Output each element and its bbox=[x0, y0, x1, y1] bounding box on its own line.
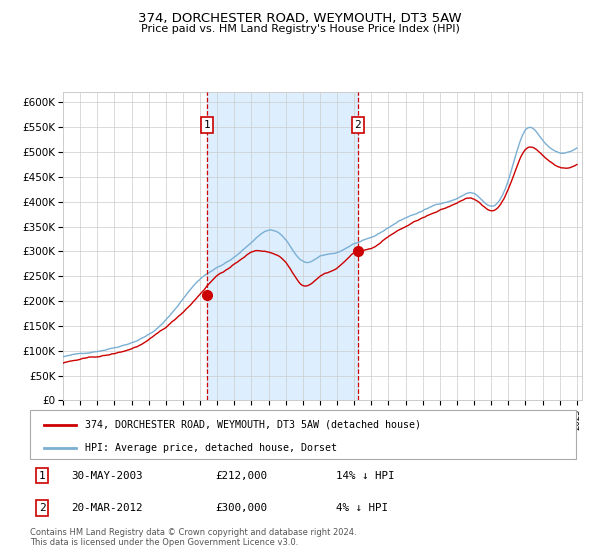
Text: HPI: Average price, detached house, Dorset: HPI: Average price, detached house, Dors… bbox=[85, 444, 337, 454]
Text: Price paid vs. HM Land Registry's House Price Index (HPI): Price paid vs. HM Land Registry's House … bbox=[140, 24, 460, 34]
Text: 374, DORCHESTER ROAD, WEYMOUTH, DT3 5AW: 374, DORCHESTER ROAD, WEYMOUTH, DT3 5AW bbox=[138, 12, 462, 25]
Bar bbox=[207, 92, 358, 400]
Text: Contains HM Land Registry data © Crown copyright and database right 2024.
This d: Contains HM Land Registry data © Crown c… bbox=[30, 528, 356, 547]
Text: £300,000: £300,000 bbox=[215, 503, 268, 513]
Text: 14% ↓ HPI: 14% ↓ HPI bbox=[336, 470, 394, 480]
Text: 20-MAR-2012: 20-MAR-2012 bbox=[71, 503, 142, 513]
Text: 2: 2 bbox=[38, 503, 46, 513]
FancyBboxPatch shape bbox=[30, 410, 576, 459]
Text: £212,000: £212,000 bbox=[215, 470, 268, 480]
Text: 2: 2 bbox=[355, 120, 361, 130]
Text: 374, DORCHESTER ROAD, WEYMOUTH, DT3 5AW (detached house): 374, DORCHESTER ROAD, WEYMOUTH, DT3 5AW … bbox=[85, 419, 421, 430]
Text: 30-MAY-2003: 30-MAY-2003 bbox=[71, 470, 142, 480]
Text: 4% ↓ HPI: 4% ↓ HPI bbox=[336, 503, 388, 513]
Text: 1: 1 bbox=[38, 470, 46, 480]
Text: 1: 1 bbox=[204, 120, 211, 130]
